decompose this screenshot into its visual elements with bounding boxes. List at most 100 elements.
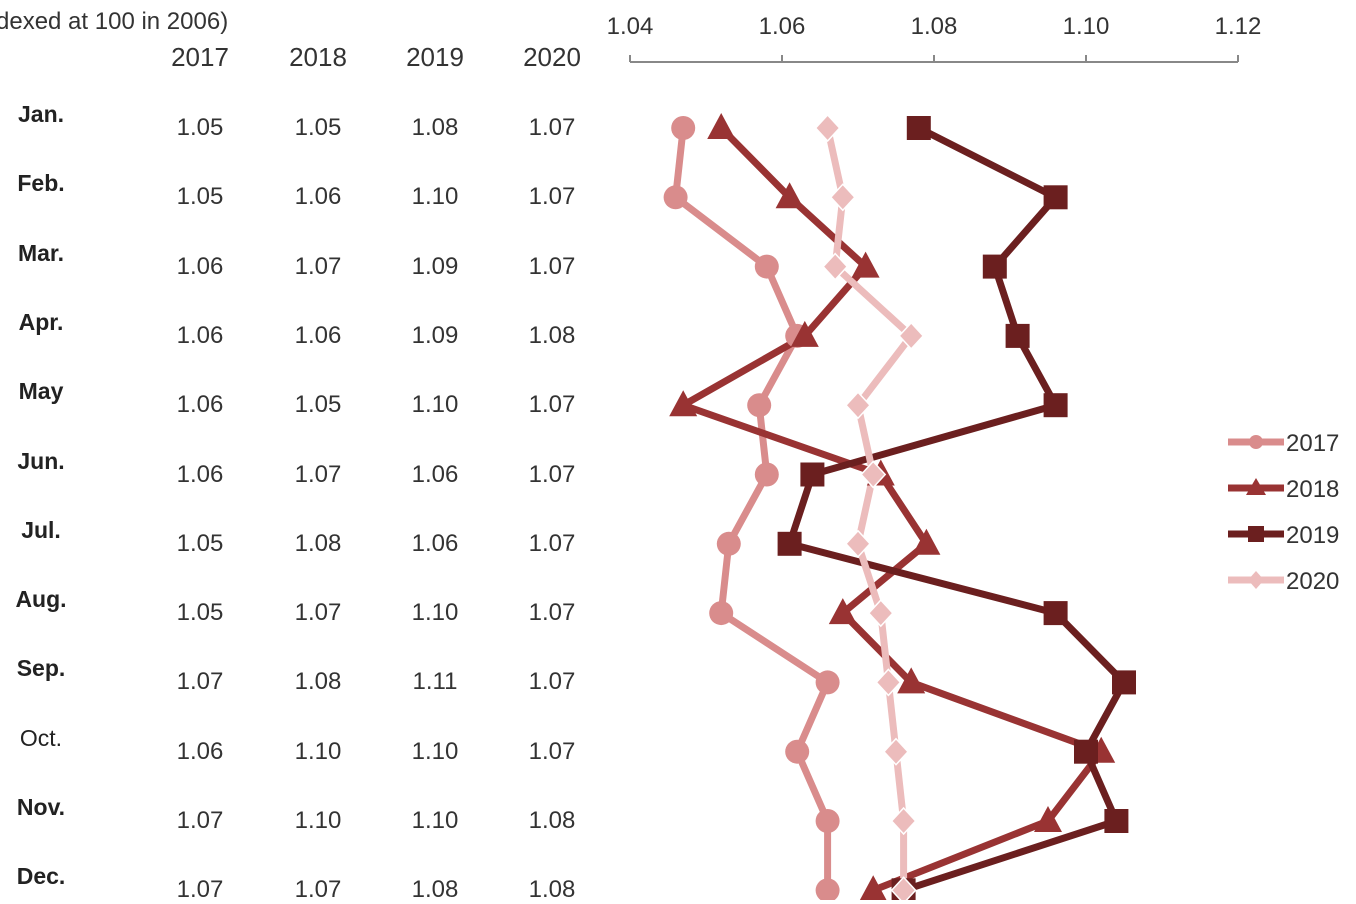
table-cell: 1.07 xyxy=(528,183,576,211)
data-point-2020 xyxy=(822,252,849,281)
table-cell: 1.07 xyxy=(176,876,224,904)
table-cell: 1.05 xyxy=(176,599,224,627)
table-cell: 1.07 xyxy=(528,529,576,557)
data-point-2020 xyxy=(829,183,856,212)
data-point-2020 xyxy=(890,806,917,836)
chart-subtitle: dexed at 100 in 2006) xyxy=(0,8,229,35)
table-cell: 1.05 xyxy=(176,529,224,557)
data-point-2020 xyxy=(860,460,887,489)
table-cell: 1.06 xyxy=(176,460,224,488)
table-cell: 1.07 xyxy=(528,737,576,765)
table-cell: 1.06 xyxy=(411,529,459,557)
data-point-2017 xyxy=(747,393,772,418)
table-cell: 1.07 xyxy=(528,599,576,627)
data-point-2018 xyxy=(851,251,880,278)
table-cell: 1.08 xyxy=(528,876,576,904)
table-cell: 1.05 xyxy=(176,183,224,211)
data-point-2020 xyxy=(890,876,917,900)
table-cell: 1.06 xyxy=(176,321,224,349)
table-cell: 1.06 xyxy=(176,252,224,280)
axis-tick-label: 1.04 xyxy=(607,13,654,40)
table-cell: 1.06 xyxy=(294,183,342,211)
table-cell: 1.05 xyxy=(294,391,342,419)
legend-marker-2019 xyxy=(1248,526,1264,542)
table-cell: 1.10 xyxy=(294,807,342,834)
table-cell: 1.07 xyxy=(528,668,576,696)
data-point-2017 xyxy=(754,254,779,279)
month-label: Jul. xyxy=(21,516,61,543)
data-point-2020 xyxy=(844,391,872,420)
series-line-2020 xyxy=(824,127,915,891)
data-point-2017 xyxy=(671,116,696,140)
legend-label-2017: 2017 xyxy=(1286,430,1339,457)
data-point-2019 xyxy=(1043,601,1068,626)
data-point-2019 xyxy=(906,116,931,140)
data-point-2018 xyxy=(669,390,698,417)
table-cell: 1.10 xyxy=(411,807,459,834)
legend-label-2018: 2018 xyxy=(1286,476,1339,503)
table-cell: 1.07 xyxy=(176,668,224,696)
data-point-2020 xyxy=(867,598,894,628)
table-cell: 1.08 xyxy=(294,529,342,557)
month-label: Jun. xyxy=(17,447,65,474)
table-cell: 1.07 xyxy=(528,460,576,488)
month-label: Sep. xyxy=(16,655,66,682)
data-point-2019 xyxy=(1074,739,1098,764)
table-cell: 1.10 xyxy=(411,599,459,627)
month-label: Feb. xyxy=(17,170,65,197)
legend-marker-2020 xyxy=(1248,571,1264,589)
table-cell: 1.08 xyxy=(411,876,459,904)
month-label: Mar. xyxy=(17,239,65,266)
data-point-2019 xyxy=(1043,393,1068,418)
table-cell: 1.07 xyxy=(528,391,576,419)
data-point-2020 xyxy=(814,113,841,143)
data-point-2020 xyxy=(898,321,925,351)
table-cell: 1.08 xyxy=(528,807,576,834)
table-cell: 1.05 xyxy=(176,114,224,141)
data-point-2019 xyxy=(800,462,825,487)
data-point-2019 xyxy=(1112,670,1136,695)
table-cell: 1.06 xyxy=(176,737,224,765)
table-header-2020: 2020 xyxy=(523,42,581,72)
data-point-2017 xyxy=(716,531,741,556)
data-point-2020 xyxy=(875,668,902,697)
month-label: Nov. xyxy=(16,794,66,820)
data-point-2019 xyxy=(1005,323,1030,348)
data-point-2018 xyxy=(912,528,941,555)
data-point-2018 xyxy=(775,182,804,209)
table-cell: 1.07 xyxy=(176,807,224,834)
table-cell: 1.07 xyxy=(294,876,342,904)
data-point-2019 xyxy=(1104,809,1129,833)
data-point-2018 xyxy=(1034,806,1062,832)
table-header-2017: 2017 xyxy=(171,42,229,72)
table-cell: 1.05 xyxy=(294,114,342,141)
legend-label-2020: 2020 xyxy=(1286,568,1339,595)
table-cell: 1.06 xyxy=(411,460,459,488)
data-point-2017 xyxy=(815,878,840,900)
table-cell: 1.06 xyxy=(176,391,224,419)
data-point-2020 xyxy=(882,737,910,766)
axis-tick-label: 1.10 xyxy=(1063,13,1110,40)
data-point-2019 xyxy=(777,531,802,556)
table-cell: 1.07 xyxy=(528,114,576,141)
month-label: Oct. xyxy=(19,724,63,751)
data-point-2020 xyxy=(844,529,872,558)
table-cell: 1.07 xyxy=(294,460,342,488)
table-cell: 1.09 xyxy=(411,321,459,349)
data-point-2018 xyxy=(897,667,926,694)
table-cell: 1.08 xyxy=(528,321,576,349)
table-cell: 1.06 xyxy=(294,321,342,349)
data-point-2017 xyxy=(663,185,688,210)
axis-tick-label: 1.12 xyxy=(1215,13,1262,40)
table-cell: 1.08 xyxy=(294,668,342,696)
table-cell: 1.11 xyxy=(412,668,458,696)
month-label: Apr. xyxy=(18,308,64,335)
data-point-2019 xyxy=(982,254,1007,279)
month-label: May xyxy=(18,378,64,405)
table-cell: 1.10 xyxy=(411,183,459,211)
data-point-2017 xyxy=(785,739,810,764)
table-cell: 1.10 xyxy=(411,391,459,419)
axis-tick-label: 1.06 xyxy=(759,13,806,40)
axis-tick-label: 1.08 xyxy=(911,13,958,40)
